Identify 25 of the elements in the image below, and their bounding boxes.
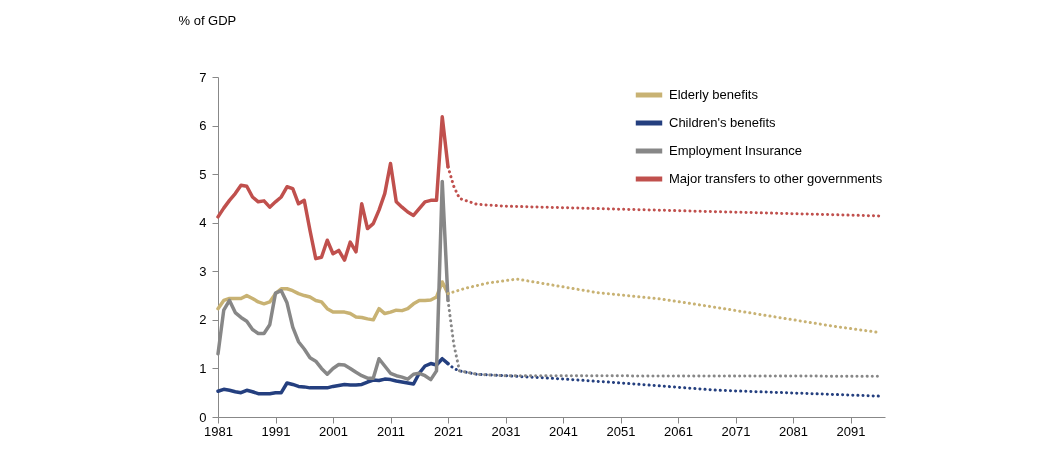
y-tick-label: 1 — [199, 360, 207, 376]
y-tick-label: 4 — [199, 215, 207, 231]
legend-label: Children's benefits — [669, 115, 777, 130]
x-tick-label: 2041 — [549, 423, 578, 439]
y-tick-label: 3 — [199, 263, 207, 279]
legend-label: Major transfers to other governments — [669, 171, 883, 186]
x-tick-label: 1991 — [261, 423, 291, 439]
x-tick-label: 2071 — [721, 423, 751, 439]
legend-label: Employment Insurance — [669, 143, 802, 158]
x-tick-label: 2031 — [491, 423, 521, 439]
x-tick-label: 2061 — [664, 423, 693, 439]
x-tick-label: 1981 — [204, 423, 233, 439]
x-tick-label: 2021 — [434, 423, 463, 439]
y-tick-label: 6 — [199, 118, 207, 134]
y-tick-label: 5 — [199, 166, 207, 182]
y-tick-label: 0 — [199, 409, 207, 425]
x-tick-label: 2001 — [319, 423, 348, 439]
y-tick-label: 7 — [199, 69, 207, 85]
legend-label: Elderly benefits — [669, 87, 759, 102]
y-axis-title: % of GDP — [178, 12, 237, 28]
x-tick-label: 2051 — [606, 423, 636, 439]
y-tick-label: 2 — [199, 312, 207, 328]
x-tick-label: 2011 — [377, 423, 405, 439]
x-tick-label: 2091 — [836, 423, 866, 439]
x-tick-label: 2081 — [779, 423, 808, 439]
